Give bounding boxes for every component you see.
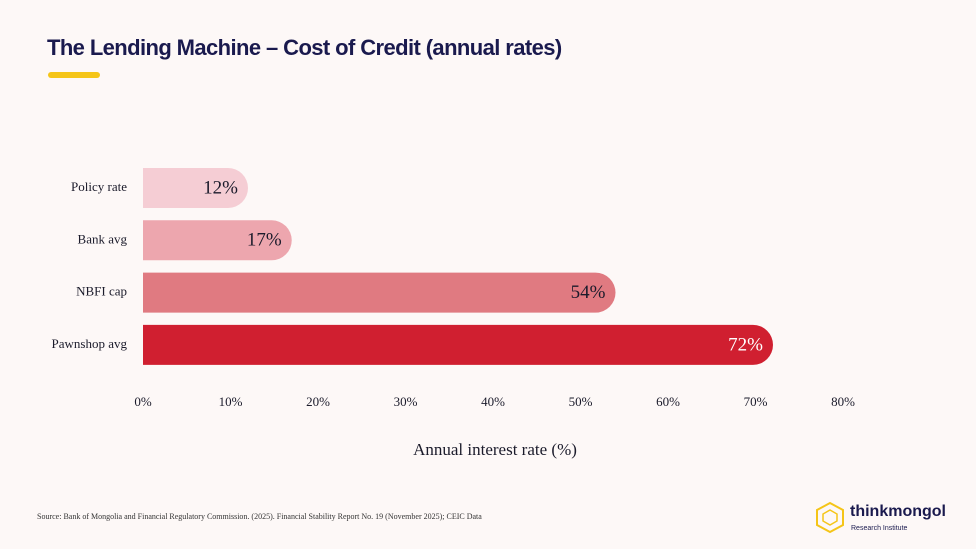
logo-icon-inner xyxy=(822,509,838,526)
title-underline xyxy=(48,72,100,78)
bar xyxy=(143,168,248,208)
source-note: Source: Bank of Mongolia and Financial R… xyxy=(37,512,482,521)
y-tick-label: Pawnshop avg xyxy=(52,336,128,351)
value-label: 54% xyxy=(571,282,606,303)
y-tick-label: Policy rate xyxy=(71,179,127,194)
logo-icon xyxy=(816,501,844,534)
bar xyxy=(143,272,616,313)
logo: thinkmongol Research Institute xyxy=(816,501,946,534)
chart-title: The Lending Machine – Cost of Credit (an… xyxy=(47,35,562,60)
x-tick-label: 0% xyxy=(134,394,152,409)
x-tick-label: 70% xyxy=(744,394,768,409)
logo-subtitle: Research Institute xyxy=(851,525,908,532)
x-tick-label: 10% xyxy=(219,394,243,409)
bar xyxy=(143,324,773,365)
x-axis-label: Annual interest rate (%) xyxy=(413,440,577,459)
bar xyxy=(143,220,292,261)
value-label: 72% xyxy=(728,334,763,355)
value-label: 12% xyxy=(203,177,238,198)
x-tick-label: 80% xyxy=(831,394,855,409)
x-tick-label: 40% xyxy=(481,394,505,409)
logo-name: thinkmongol xyxy=(850,503,946,520)
x-tick-label: 50% xyxy=(569,394,593,409)
y-tick-label: Bank avg xyxy=(78,231,128,246)
x-tick-label: 30% xyxy=(394,394,418,409)
y-tick-label: NBFI cap xyxy=(76,284,127,299)
x-tick-label: 20% xyxy=(306,394,330,409)
x-tick-label: 60% xyxy=(656,394,680,409)
value-label: 17% xyxy=(247,230,282,251)
